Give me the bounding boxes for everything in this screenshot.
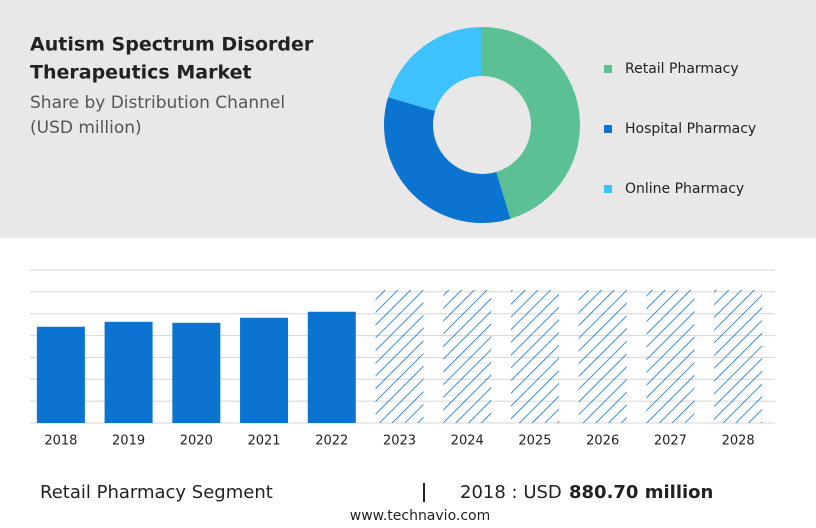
legend-label: Hospital Pharmacy [625,121,756,137]
donut-slice [482,27,581,219]
chart-title: Autism Spectrum Disorder [30,34,314,56]
footer-year: 2018 : USD [460,482,562,503]
x-tick-label: 2024 [451,434,484,449]
subtitle: (USD million) [30,118,142,138]
footer-value: 880.70 million [569,482,713,503]
x-tick-label: 2027 [654,434,687,449]
x-tick-label: 2020 [180,434,213,449]
website: www.technavio.com [350,508,491,524]
forecast-placeholder [510,290,559,423]
bar [172,322,221,423]
forecast-placeholder [714,290,763,423]
legend-swatch [604,185,612,193]
forecast-placeholder [646,290,695,423]
legend-label: Retail Pharmacy [625,61,739,77]
legend-swatch [604,65,612,73]
x-tick-label: 2022 [315,434,348,449]
bar [307,311,356,423]
footer-segment: Retail Pharmacy Segment [40,482,273,503]
forecast-placeholder [443,290,492,423]
bar [36,326,85,423]
bar [104,321,153,423]
subtitle: Share by Distribution Channel [30,93,285,113]
forecast-placeholder [578,290,627,423]
x-tick-label: 2023 [383,434,416,449]
x-tick-label: 2026 [586,434,619,449]
bar [240,317,289,423]
x-tick-label: 2025 [518,434,551,449]
x-tick-label: 2021 [247,434,280,449]
donut-slice [388,27,482,112]
chart-title: Therapeutics Market [30,62,252,84]
x-tick-label: 2028 [722,434,755,449]
legend-label: Online Pharmacy [625,181,744,197]
donut-slice [383,97,511,224]
legend-swatch [604,125,612,133]
x-tick-label: 2019 [112,434,145,449]
x-tick-label: 2018 [44,434,77,449]
forecast-placeholder [375,290,424,423]
